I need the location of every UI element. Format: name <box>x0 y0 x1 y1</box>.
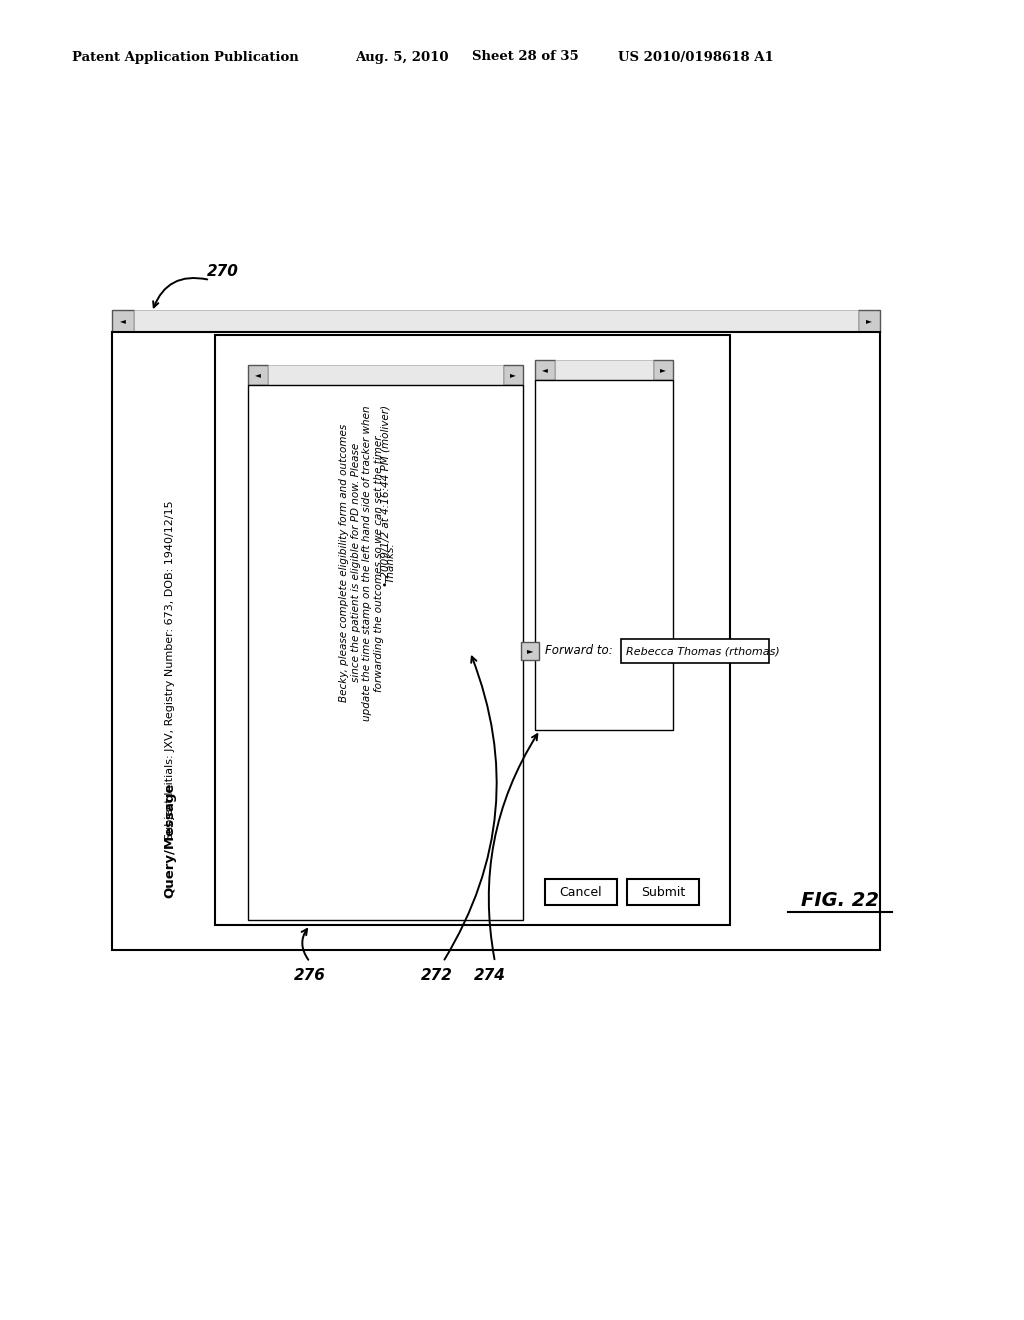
Text: 272: 272 <box>421 968 453 982</box>
Bar <box>248 366 268 385</box>
Bar <box>627 879 699 906</box>
Text: Forward to:: Forward to: <box>545 644 612 657</box>
Text: ►: ► <box>510 371 516 380</box>
Text: 270: 270 <box>207 264 239 280</box>
Bar <box>112 310 134 333</box>
Text: Cancel: Cancel <box>560 886 602 899</box>
Bar <box>535 380 673 730</box>
Text: FIG. 22: FIG. 22 <box>801 891 879 909</box>
Bar <box>112 333 880 950</box>
Bar <box>545 879 617 906</box>
Text: Patent Application Publication: Patent Application Publication <box>72 50 299 63</box>
Text: Rebecca Thomas (rthomas): Rebecca Thomas (rthomas) <box>626 645 779 656</box>
Text: Query/Message: Query/Message <box>164 783 176 898</box>
Bar <box>134 310 858 333</box>
Bar <box>503 366 523 385</box>
Bar <box>248 385 523 920</box>
Text: • 2009/1/2 at 4:16:44 PM (moliver): • 2009/1/2 at 4:16:44 PM (moliver) <box>381 405 390 587</box>
Text: Subject Initials: JXV, Registry Number: 673, DOB: 1940/12/15: Subject Initials: JXV, Registry Number: … <box>165 500 175 840</box>
Bar <box>268 366 503 385</box>
Text: ◄: ◄ <box>120 317 126 326</box>
Bar <box>653 360 673 380</box>
Bar <box>621 639 769 663</box>
Text: ►: ► <box>866 317 872 326</box>
Text: ►: ► <box>660 366 666 375</box>
Text: Submit: Submit <box>641 886 685 899</box>
Text: 274: 274 <box>474 968 506 982</box>
Text: ◄: ◄ <box>255 371 261 380</box>
Bar <box>858 310 880 333</box>
Bar <box>215 335 730 925</box>
Text: US 2010/0198618 A1: US 2010/0198618 A1 <box>618 50 774 63</box>
Text: Aug. 5, 2010: Aug. 5, 2010 <box>355 50 449 63</box>
Text: Becky, please complete eligibility form and outcomes
since the patient is eligib: Becky, please complete eligibility form … <box>339 405 395 721</box>
Text: Sheet 28 of 35: Sheet 28 of 35 <box>472 50 579 63</box>
Bar <box>535 360 555 380</box>
Text: ◄: ◄ <box>542 366 548 375</box>
Text: 276: 276 <box>294 968 326 982</box>
Bar <box>521 642 539 660</box>
Bar <box>555 360 653 380</box>
Text: ►: ► <box>526 647 534 656</box>
